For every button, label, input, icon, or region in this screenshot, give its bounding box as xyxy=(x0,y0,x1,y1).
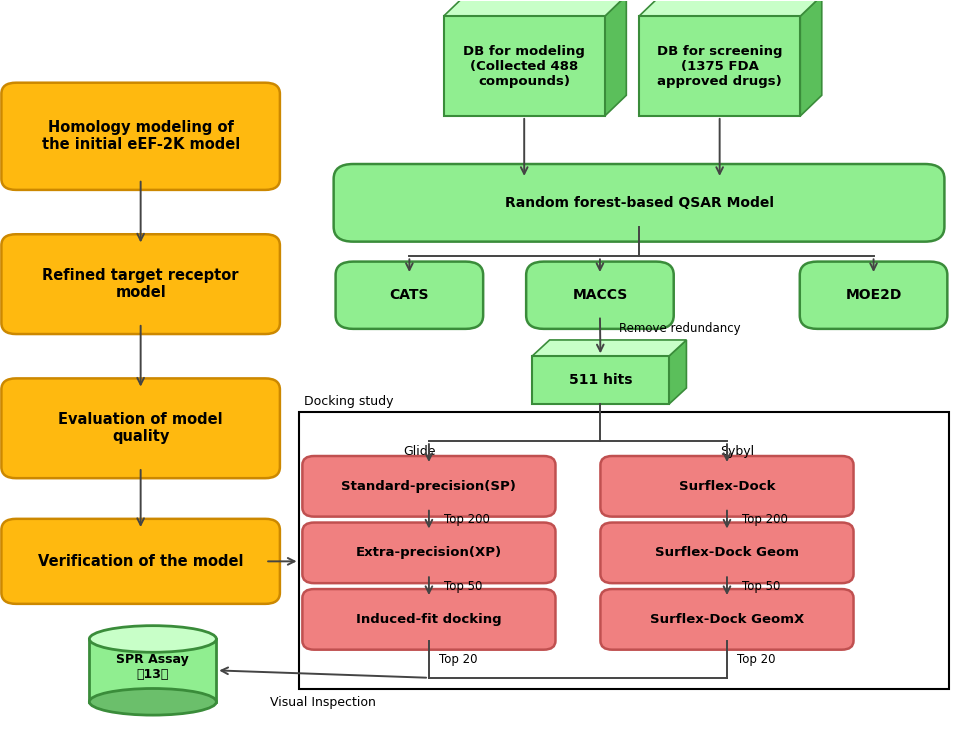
Text: Top 50: Top 50 xyxy=(742,580,780,593)
FancyBboxPatch shape xyxy=(800,262,948,329)
Text: Random forest-based QSAR Model: Random forest-based QSAR Model xyxy=(505,196,773,210)
Text: MOE2D: MOE2D xyxy=(846,288,902,302)
Text: Surflex-Dock Geom: Surflex-Dock Geom xyxy=(655,546,799,559)
Text: Top 50: Top 50 xyxy=(444,580,482,593)
Text: DB for modeling
(Collected 488
compounds): DB for modeling (Collected 488 compounds… xyxy=(464,45,585,88)
Text: Standard-precision(SP): Standard-precision(SP) xyxy=(341,480,516,493)
Bar xyxy=(300,412,950,689)
Text: Top 20: Top 20 xyxy=(737,653,775,666)
Polygon shape xyxy=(801,0,822,116)
Text: CATS: CATS xyxy=(390,288,429,302)
Text: Top 20: Top 20 xyxy=(439,653,477,666)
Text: Top 200: Top 200 xyxy=(742,513,788,526)
FancyBboxPatch shape xyxy=(1,82,280,190)
FancyBboxPatch shape xyxy=(532,356,668,404)
FancyBboxPatch shape xyxy=(526,262,673,329)
FancyBboxPatch shape xyxy=(601,456,854,516)
Text: Surflex-Dock GeomX: Surflex-Dock GeomX xyxy=(650,613,805,626)
FancyBboxPatch shape xyxy=(1,378,280,478)
FancyBboxPatch shape xyxy=(601,522,854,583)
Text: 511 hits: 511 hits xyxy=(568,373,632,387)
FancyBboxPatch shape xyxy=(1,234,280,334)
FancyBboxPatch shape xyxy=(335,262,483,329)
Text: Induced-fit docking: Induced-fit docking xyxy=(356,613,502,626)
Ellipse shape xyxy=(89,626,217,652)
Ellipse shape xyxy=(89,689,217,715)
Polygon shape xyxy=(605,0,626,116)
Text: Sybyl: Sybyl xyxy=(719,445,754,458)
Text: SPR Assay
（13）: SPR Assay （13） xyxy=(117,653,189,680)
FancyBboxPatch shape xyxy=(303,456,556,516)
FancyBboxPatch shape xyxy=(303,589,556,650)
Text: Extra-precision(XP): Extra-precision(XP) xyxy=(356,546,502,559)
Text: Homology modeling of
the initial eEF-2K model: Homology modeling of the initial eEF-2K … xyxy=(41,120,240,153)
Text: Refined target receptor
model: Refined target receptor model xyxy=(42,268,239,301)
Text: MACCS: MACCS xyxy=(572,288,627,302)
Text: Visual Inspection: Visual Inspection xyxy=(270,696,375,709)
Text: Evaluation of model
quality: Evaluation of model quality xyxy=(59,412,223,444)
Text: Top 200: Top 200 xyxy=(444,513,489,526)
Polygon shape xyxy=(639,0,822,16)
Text: Surflex-Dock: Surflex-Dock xyxy=(679,480,775,493)
Text: Verification of the model: Verification of the model xyxy=(38,554,243,569)
FancyBboxPatch shape xyxy=(303,522,556,583)
Text: Remove redundancy: Remove redundancy xyxy=(619,322,741,335)
Text: Glide: Glide xyxy=(403,445,435,458)
Polygon shape xyxy=(532,340,686,356)
Polygon shape xyxy=(444,0,626,16)
FancyBboxPatch shape xyxy=(1,519,280,604)
Text: DB for screening
(1375 FDA
approved drugs): DB for screening (1375 FDA approved drug… xyxy=(657,45,782,88)
FancyBboxPatch shape xyxy=(639,16,801,116)
FancyBboxPatch shape xyxy=(444,16,605,116)
FancyBboxPatch shape xyxy=(333,164,945,242)
FancyBboxPatch shape xyxy=(601,589,854,650)
FancyBboxPatch shape xyxy=(89,639,217,702)
Polygon shape xyxy=(668,340,686,404)
Text: Docking study: Docking study xyxy=(305,395,394,408)
